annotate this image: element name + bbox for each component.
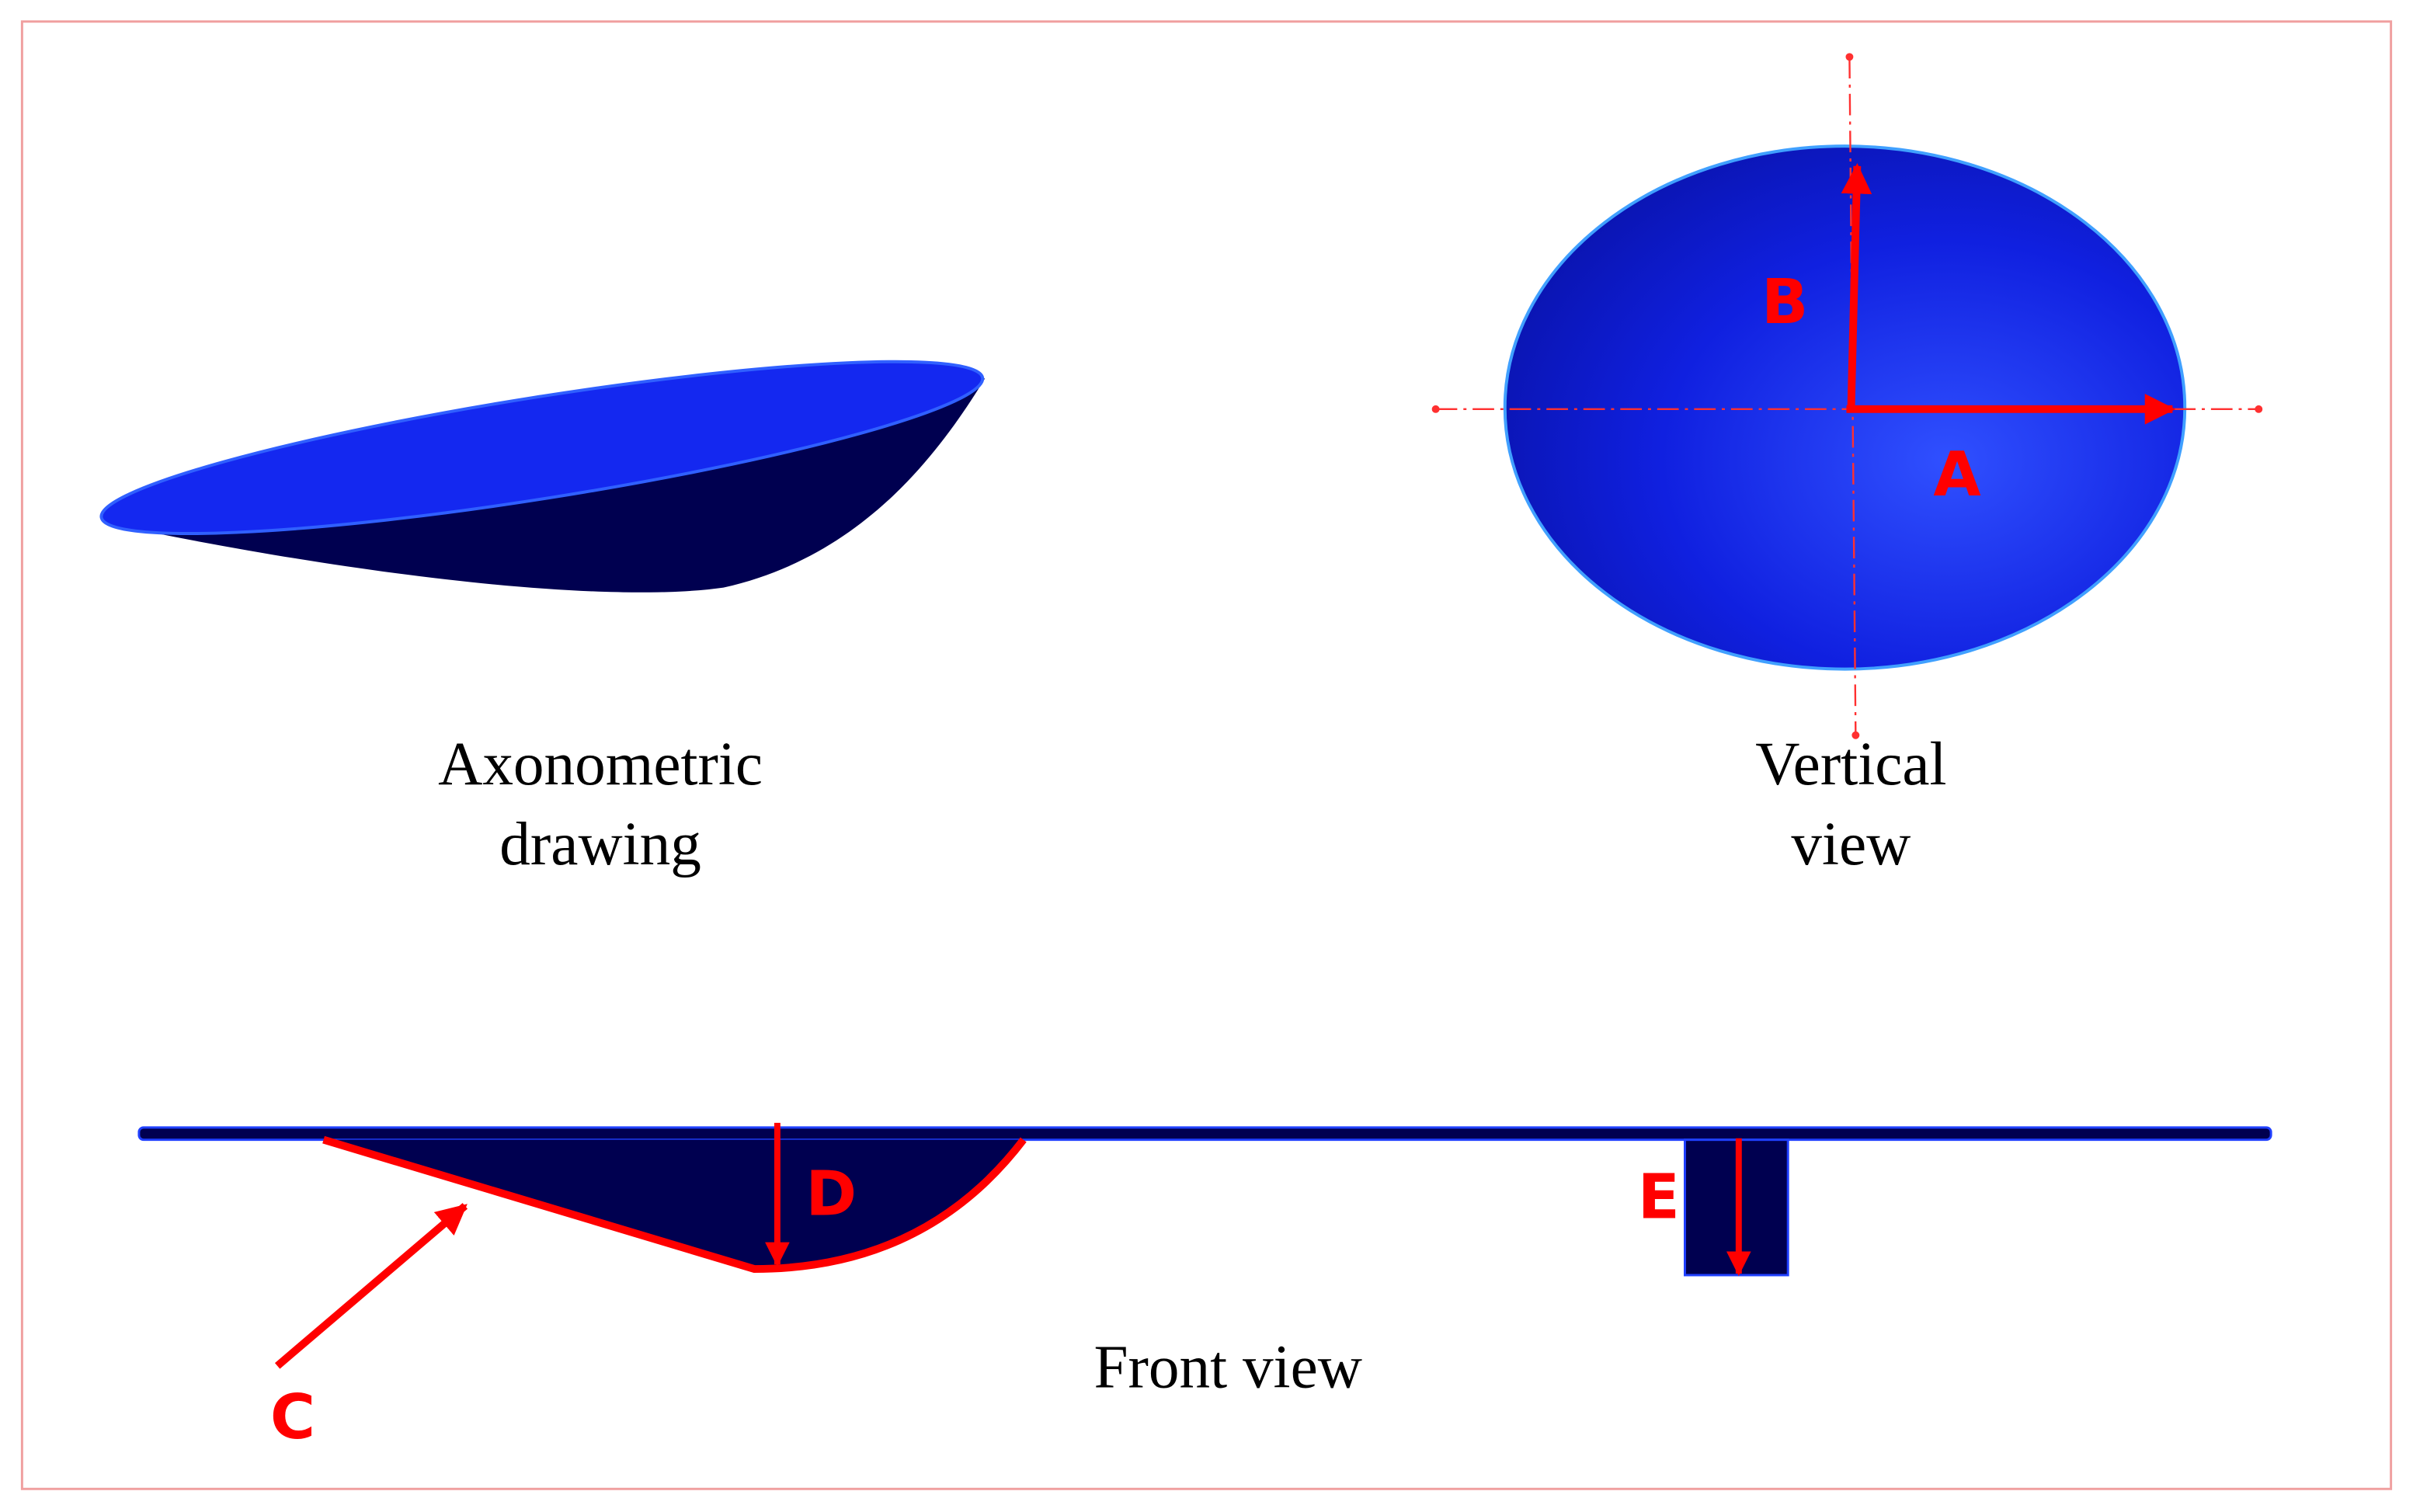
caption: Vertical xyxy=(1755,730,1946,798)
center-points xyxy=(1431,53,2263,739)
caption: Front view xyxy=(1093,1333,1361,1402)
axonometric-shape xyxy=(99,360,986,593)
dimension-label: B xyxy=(1761,266,1808,338)
dimension-label: C xyxy=(270,1381,315,1453)
dimension-label: A xyxy=(1933,438,1980,510)
plate xyxy=(137,1126,2272,1142)
top-ellipse xyxy=(1503,144,2187,671)
caption: drawing xyxy=(499,810,701,878)
arrow-b xyxy=(1841,162,1872,412)
bowl-profile xyxy=(322,1135,1027,1274)
dimension-label: D xyxy=(805,1158,857,1230)
caption: view xyxy=(1791,810,1911,878)
caption: Axonometric xyxy=(438,730,763,798)
arrow-c xyxy=(274,1203,468,1369)
bowl-section xyxy=(323,1139,1024,1270)
frame xyxy=(20,20,2393,1490)
dimension-label: E xyxy=(1638,1161,1680,1233)
